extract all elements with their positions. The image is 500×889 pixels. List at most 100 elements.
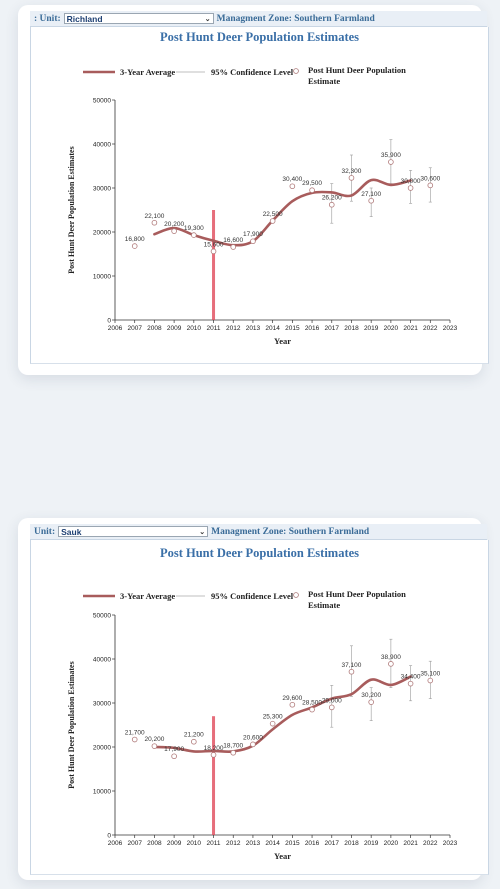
estimate-label: 38,900 (381, 654, 401, 661)
management-zone-text: Managment Zone: Southern Farmland (211, 526, 370, 537)
highlight-year-bar[interactable] (212, 210, 216, 320)
x-tick-label: 2012 (226, 840, 241, 847)
estimate-point[interactable] (250, 741, 256, 748)
y-tick-label: 20000 (93, 744, 111, 751)
x-tick-label: 2014 (265, 840, 280, 847)
estimate-point[interactable] (171, 753, 177, 760)
estimate-point[interactable] (230, 749, 237, 756)
legend-label-estimate-line1: Post Hunt Deer Population (308, 589, 406, 599)
x-tick-label: 2015 (285, 325, 300, 332)
estimate-label: 20,600 (243, 734, 263, 741)
legend-label-estimate-line2: Estimate (308, 76, 340, 86)
chart-title: Post Hunt Deer Population Estimates (159, 30, 360, 44)
estimate-point[interactable] (210, 752, 217, 758)
estimate-point[interactable] (368, 197, 374, 204)
x-tick-label: 2011 (207, 840, 221, 847)
estimate-point[interactable] (131, 736, 138, 743)
x-tick-label: 2012 (226, 325, 241, 332)
estimate-point[interactable] (388, 661, 394, 667)
estimate-label: 16,600 (223, 237, 243, 244)
legend-label-average: 3-Year Average (120, 67, 175, 77)
y-tick-label: 50000 (93, 612, 111, 619)
x-tick-label: 2021 (403, 840, 418, 847)
estimate-point[interactable] (131, 243, 138, 249)
y-tick-label: 10000 (93, 788, 111, 795)
legend-marker-estimate (293, 592, 299, 598)
estimate-point[interactable] (230, 244, 237, 250)
estimate-point[interactable] (151, 219, 158, 226)
estimate-point[interactable] (348, 175, 355, 181)
estimate-point[interactable] (427, 677, 434, 684)
chart-svg: 3-Year Average 95% Confidence Level Post H… (67, 589, 458, 861)
estimate-label: 22,500 (263, 211, 283, 218)
chart-title: Post Hunt Deer Population Estimates (159, 546, 360, 560)
estimate-point[interactable] (250, 238, 256, 245)
estimate-label: 35,900 (381, 152, 401, 159)
legend-label-confidence: 95% Confidence Level (211, 67, 294, 77)
highlight-year-bar[interactable] (212, 716, 216, 835)
estimate-point[interactable] (328, 704, 335, 711)
estimate-point[interactable] (289, 701, 296, 708)
chevron-down-icon: ⌄ (204, 15, 211, 23)
x-tick-label: 2017 (325, 840, 340, 847)
estimate-label: 21,200 (184, 732, 204, 739)
estimate-point[interactable] (269, 218, 276, 224)
unit-selector-bar: Unit: Sauk ⌄ Managment Zone: Southern Fa… (30, 524, 487, 540)
management-zone-text: Managment Zone: Southern Farmland (216, 13, 375, 24)
y-tick-label: 0 (107, 832, 111, 839)
x-tick-label: 2021 (403, 325, 418, 332)
estimate-label: 37,100 (342, 662, 362, 669)
estimate-point[interactable] (210, 248, 217, 255)
estimate-point[interactable] (427, 182, 434, 189)
x-axis-title: Year (274, 336, 291, 346)
estimate-point[interactable] (171, 228, 177, 234)
unit-selector-bar: : Unit: Richland ⌄ Managment Zone: South… (30, 11, 487, 27)
estimate-point[interactable] (388, 159, 394, 165)
estimate-label: 22,100 (144, 213, 164, 220)
estimate-point[interactable] (348, 668, 355, 675)
estimate-label: 25,300 (263, 714, 283, 721)
y-tick-label: 10000 (93, 273, 111, 280)
x-tick-label: 2017 (325, 325, 340, 332)
x-tick-label: 2006 (108, 840, 123, 847)
estimate-point[interactable] (269, 720, 276, 727)
unit-select[interactable]: Sauk ⌄ (58, 526, 209, 537)
estimate-point[interactable] (191, 738, 197, 745)
estimate-label: 20,200 (144, 736, 164, 743)
x-tick-label: 2008 (147, 840, 162, 847)
x-tick-label: 2023 (443, 325, 458, 332)
legend-label-confidence: 95% Confidence Level (211, 591, 294, 601)
estimate-label: 17,900 (243, 231, 263, 238)
estimate-point[interactable] (309, 187, 315, 194)
legend-label-average: 3-Year Average (120, 591, 175, 601)
estimate-point[interactable] (151, 743, 158, 749)
x-tick-label: 2018 (344, 840, 359, 847)
x-tick-label: 2013 (246, 325, 261, 332)
x-tick-label: 2008 (147, 325, 162, 332)
estimate-point[interactable] (328, 201, 335, 208)
x-tick-label: 2007 (127, 840, 142, 847)
estimate-point[interactable] (309, 706, 315, 713)
unit-label: : Unit: (34, 13, 61, 24)
legend-label-estimate-line2: Estimate (308, 600, 340, 610)
x-tick-label: 2020 (384, 840, 399, 847)
x-tick-label: 2016 (305, 325, 320, 332)
estimate-label: 27,100 (361, 191, 381, 198)
estimate-label: 26,200 (322, 195, 342, 202)
estimate-point[interactable] (407, 680, 414, 687)
chart-card-sauk: Unit: Sauk ⌄ Managment Zone: Southern Fa… (18, 518, 489, 880)
estimate-point[interactable] (191, 232, 197, 238)
x-tick-label: 2007 (127, 325, 142, 332)
x-tick-label: 2019 (364, 325, 379, 332)
estimate-label: 29,000 (322, 697, 342, 704)
y-axis-title: Post Hunt Deer Population Estimates (67, 661, 76, 788)
x-tick-label: 2010 (187, 325, 202, 332)
unit-select[interactable]: Richland ⌄ (63, 13, 214, 24)
estimate-point[interactable] (289, 183, 296, 190)
estimate-point[interactable] (368, 699, 374, 705)
x-tick-label: 2006 (108, 325, 123, 332)
x-tick-label: 2016 (305, 840, 320, 847)
estimate-label: 30,000 (401, 178, 421, 185)
estimate-point[interactable] (407, 185, 414, 191)
y-tick-label: 20000 (93, 229, 111, 236)
